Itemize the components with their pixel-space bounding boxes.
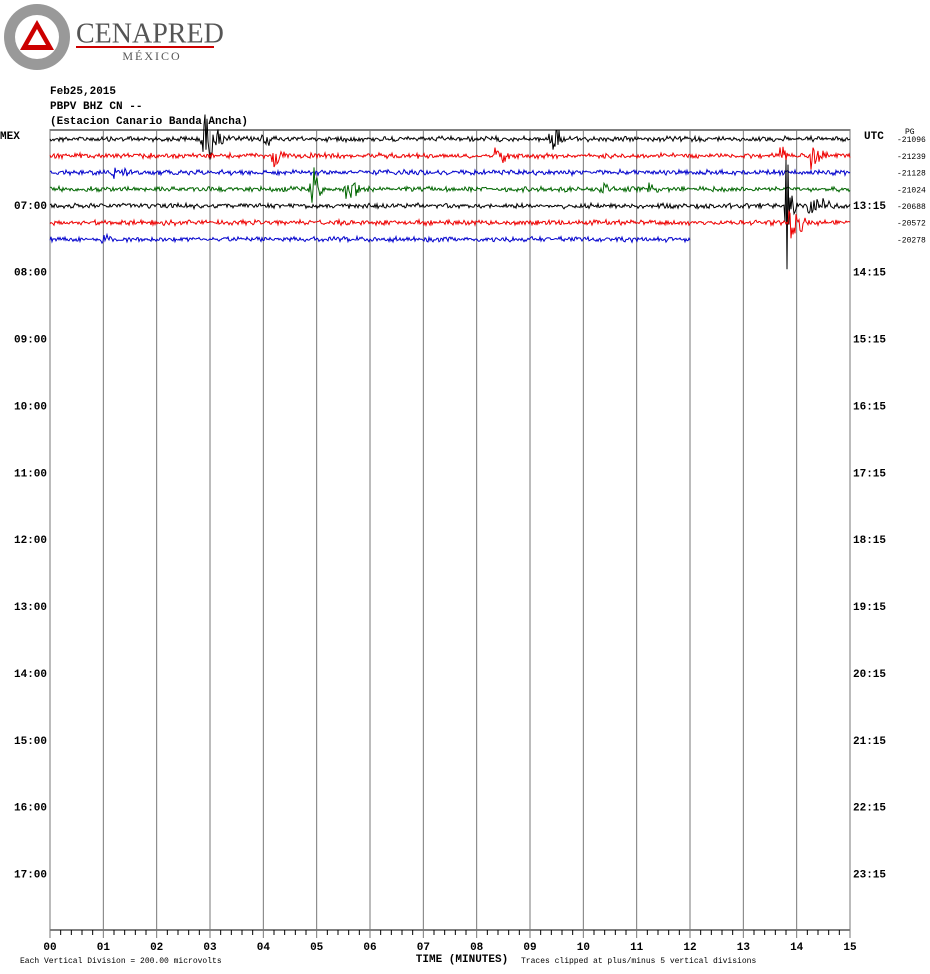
x-axis-title: TIME (MINUTES) <box>416 954 508 966</box>
left-time-label: 09:00 <box>14 335 47 347</box>
x-tick-label: 15 <box>843 942 857 954</box>
trace <box>49 159 851 270</box>
x-tick-label: 05 <box>310 942 324 954</box>
left-time-label: 15:00 <box>14 736 47 748</box>
left-time-label: 07:00 <box>14 201 47 213</box>
trace-offset: -21096 <box>897 136 926 145</box>
station: PBPV BHZ CN -- <box>50 101 142 113</box>
x-tick-label: 09 <box>523 942 536 954</box>
trace-offset: -20688 <box>897 203 926 212</box>
trace <box>49 167 851 203</box>
trace-offset: -21128 <box>897 170 926 179</box>
left-time-label: 13:00 <box>14 602 47 614</box>
right-time-label: 16:15 <box>853 401 886 413</box>
unit-label: PG <box>905 128 915 137</box>
station-name: (Estacion Canario Banda Ancha) <box>50 116 248 128</box>
logo <box>4 4 70 70</box>
right-axis-title: UTC <box>864 131 884 143</box>
right-time-label: 13:15 <box>853 201 886 213</box>
left-time-label: 08:00 <box>14 268 47 280</box>
x-tick-label: 10 <box>577 942 590 954</box>
trace-offset: -20572 <box>897 220 926 229</box>
x-tick-label: 12 <box>683 942 696 954</box>
x-tick-label: 14 <box>790 942 804 954</box>
logo-triangle-inner <box>28 29 46 45</box>
right-time-label: 21:15 <box>853 736 886 748</box>
x-tick-label: 06 <box>363 942 376 954</box>
x-tick-label: 11 <box>630 942 644 954</box>
right-time-label: 23:15 <box>853 870 886 882</box>
right-time-label: 17:15 <box>853 468 886 480</box>
x-tick-label: 00 <box>43 942 56 954</box>
clip-note: Traces clipped at plus/minus 5 vertical … <box>521 957 756 966</box>
left-time-label: 14:00 <box>14 669 47 681</box>
trace-offset: -21024 <box>897 186 926 195</box>
date: Feb25,2015 <box>50 86 116 98</box>
x-tick-label: 07 <box>417 942 430 954</box>
right-time-label: 20:15 <box>853 669 886 681</box>
left-time-label: 17:00 <box>14 870 47 882</box>
trace <box>49 232 691 245</box>
trace <box>49 209 851 239</box>
logo-country: MÉXICO <box>122 49 181 63</box>
left-time-label: 12:00 <box>14 535 47 547</box>
x-tick-label: 08 <box>470 942 484 954</box>
trace-offset: -20278 <box>897 236 926 245</box>
left-axis-title: MEX <box>0 131 20 143</box>
x-tick-label: 04 <box>257 942 271 954</box>
x-tick-label: 02 <box>150 942 163 954</box>
right-time-label: 22:15 <box>853 803 886 815</box>
plot-frame <box>49 129 851 931</box>
trace <box>49 114 851 160</box>
right-time-label: 19:15 <box>853 602 886 614</box>
logo-name: CENAPRED <box>76 18 224 49</box>
right-time-label: 18:15 <box>853 535 886 547</box>
left-time-label: 10:00 <box>14 401 47 413</box>
x-tick-label: 01 <box>97 942 111 954</box>
scale-note: Each Vertical Division = 200.00 microvol… <box>20 957 222 966</box>
right-time-label: 15:15 <box>853 335 886 347</box>
trace <box>49 166 851 179</box>
x-tick-label: 03 <box>203 942 217 954</box>
left-time-label: 16:00 <box>14 803 47 815</box>
trace <box>49 146 851 170</box>
trace-offset: -21239 <box>897 153 926 162</box>
x-tick-label: 13 <box>737 942 751 954</box>
right-time-label: 14:15 <box>853 268 886 280</box>
left-time-label: 11:00 <box>14 468 47 480</box>
